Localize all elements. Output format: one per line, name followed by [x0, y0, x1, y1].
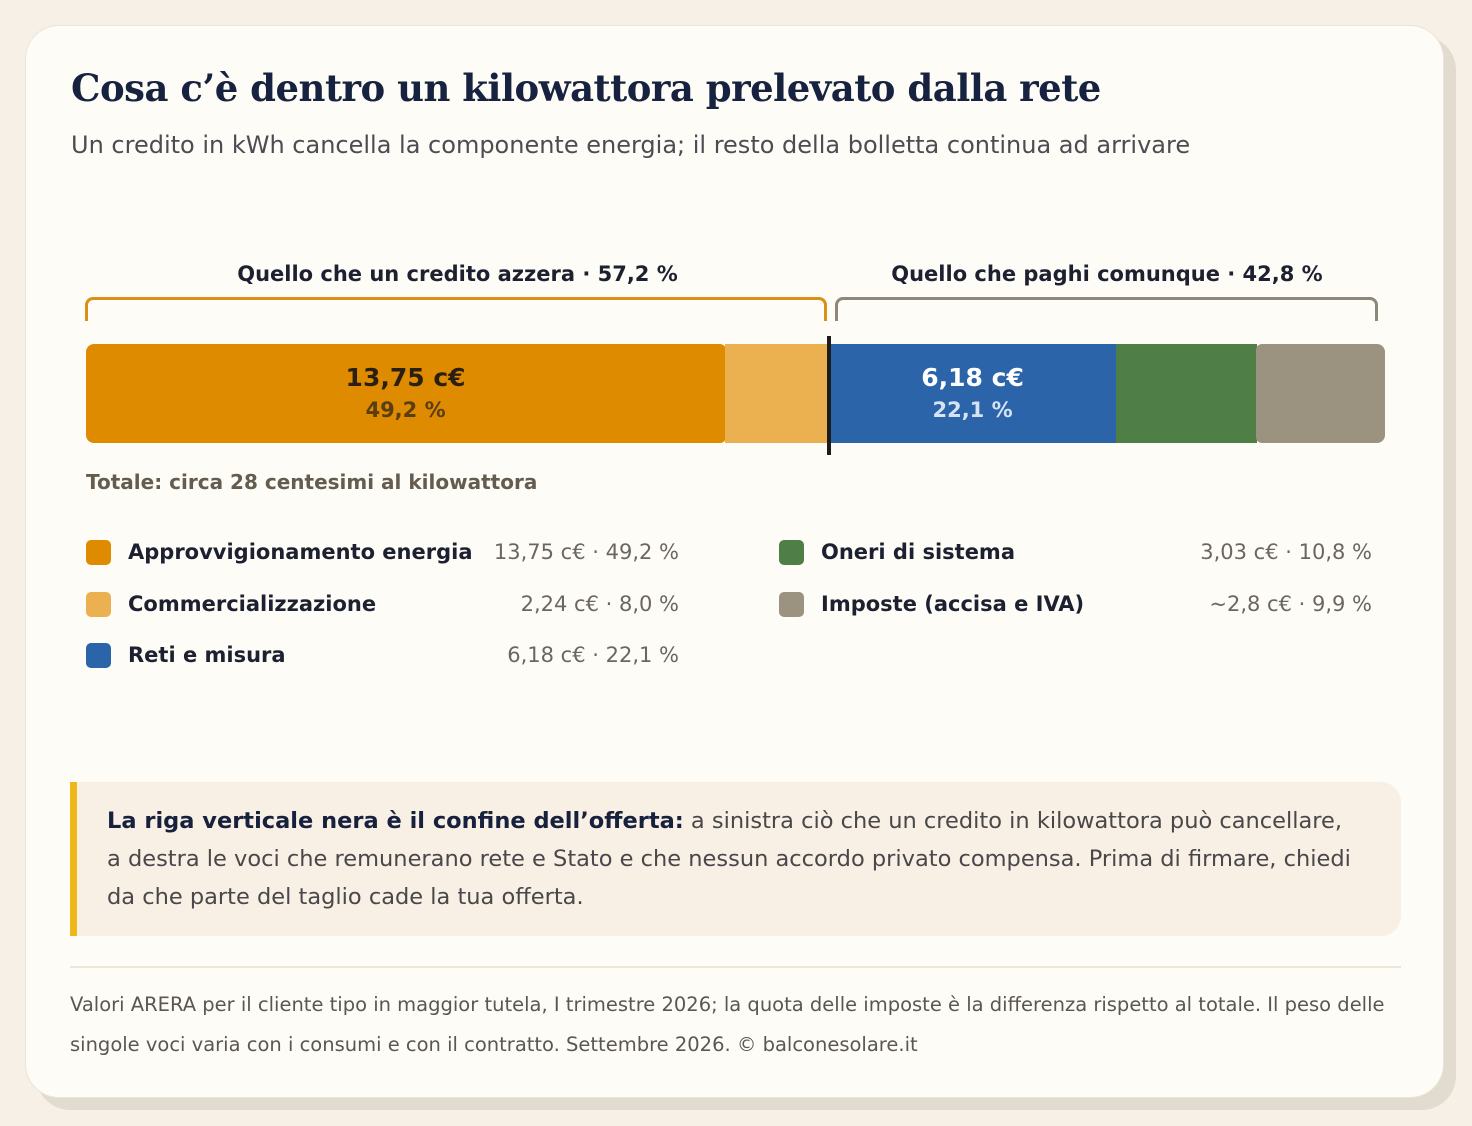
legend-value: 3,03 c€ · 10,8 % [1200, 540, 1372, 564]
bar-segment-3: 6,18 c€ 22,1 % [829, 344, 1117, 443]
legend-item: Approvvigionamento energia 13,75 c€ · 49,… [86, 537, 679, 571]
bar-segment-1: 13,75 c€ 49,2 % [86, 344, 726, 443]
group-label-paid: Quello che paghi comunque · 42,8 % [891, 262, 1323, 286]
legend-value: 13,75 c€ · 49,2 % [493, 540, 679, 564]
legend-label: Imposte (accisa e IVA) [821, 592, 1085, 616]
legend-swatch [779, 592, 804, 617]
bar-segment-label: 13,75 c€ 49,2 % [86, 362, 725, 426]
group-label-cancelled: Quello che un credito azzera · 57,2 % [237, 262, 678, 286]
legend-swatch [779, 540, 804, 565]
offer-cut-line [827, 336, 832, 455]
legend-item: Reti e misura 6,18 c€ · 22,1 % [86, 640, 679, 674]
legend-item: Imposte (accisa e IVA) ~2,8 c€ · 9,9 % [779, 589, 1372, 623]
legend-swatch [86, 643, 111, 668]
bar-segment-percent: 49,2 % [365, 398, 446, 422]
note-body: a sinistra ciò che un credito in kilowat… [107, 808, 1351, 910]
legend-swatch [86, 540, 111, 565]
legend-value: 2,24 c€ · 8,0 % [520, 592, 679, 616]
legend-value: 6,18 c€ · 22,1 % [507, 643, 679, 667]
bar-segment-value: 13,75 c€ [345, 363, 466, 392]
legend-value: ~2,8 c€ · 9,9 % [1209, 592, 1372, 616]
chart-title: Cosa c’è dentro un kilowattora prelevato… [71, 66, 1101, 110]
bar-segment-value: 6,18 c€ [921, 363, 1024, 392]
legend-label: Oneri di sistema [821, 540, 1015, 564]
chart-subtitle: Un credito in kWh cancella la componente… [71, 131, 1191, 159]
legend-label: Commercializzazione [128, 592, 377, 616]
legend-item: Oneri di sistema 3,03 c€ · 10,8 % [779, 537, 1372, 571]
bracket-cancelled [85, 297, 828, 321]
note-box: La riga verticale nera è il confine dell… [70, 782, 1401, 936]
total-label: Totale: circa 28 centesimi al kilowattor… [86, 470, 538, 494]
source-footer: Valori ARERA per il cliente tipo in magg… [70, 993, 1385, 1056]
bracket-paid [835, 297, 1378, 321]
legend-label: Approvvigionamento energia [128, 540, 473, 564]
bar-segment-label: 6,18 c€ 22,1 % [829, 362, 1116, 426]
legend-item: Commercializzazione 2,24 c€ · 8,0 % [86, 589, 679, 623]
legend-label: Reti e misura [128, 643, 286, 667]
stacked-bar: 13,75 c€ 49,2 % 6,18 c€ 22,1 % [86, 344, 1385, 443]
bar-segment-percent: 22,1 % [932, 398, 1013, 422]
bar-segment-4 [1116, 344, 1257, 443]
bar-segment-2 [725, 344, 830, 443]
footer-divider [70, 966, 1401, 968]
note-lead: La riga verticale nera è il confine dell… [107, 808, 684, 834]
legend-swatch [86, 592, 111, 617]
bar-segment-5 [1256, 344, 1385, 443]
